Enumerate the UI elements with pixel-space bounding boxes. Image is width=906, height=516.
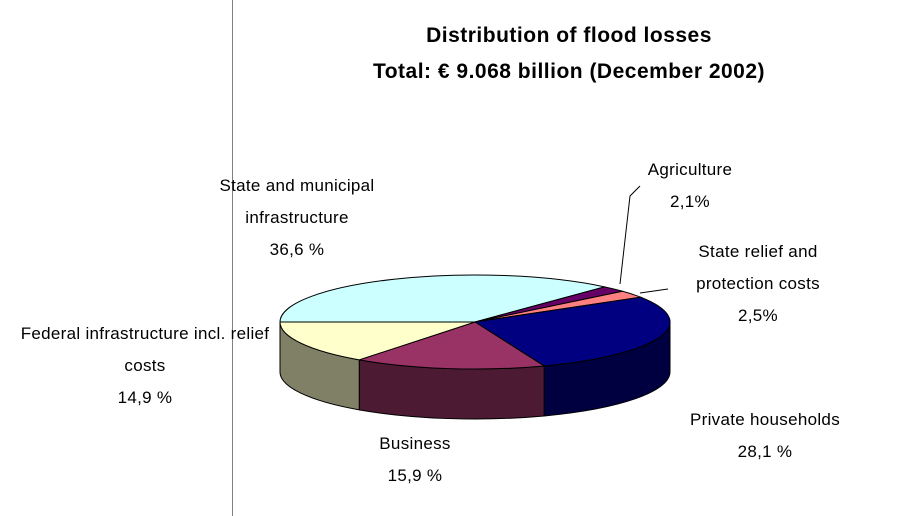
leader-line xyxy=(619,185,641,285)
value-label: 14,9 % xyxy=(117,388,173,407)
category-label: Private households xyxy=(690,410,840,429)
category-label: Business xyxy=(379,434,451,453)
chart-title: Distribution of flood losses xyxy=(426,24,712,47)
pie-slice xyxy=(279,321,476,361)
pie-slice xyxy=(473,296,671,367)
category-label: State relief and protection costs xyxy=(696,242,820,293)
leader-line xyxy=(639,288,669,294)
slice-label: State and municipal infrastructure 36,6 % xyxy=(177,170,417,266)
chart-subtitle: Total: € 9.068 billion (December 2002) xyxy=(372,60,766,83)
value-label: 28,1 % xyxy=(737,442,793,461)
category-label: State and municipal infrastructure xyxy=(219,176,375,227)
slice-label: State relief and protection costs 2,5% xyxy=(658,236,858,332)
value-label: 2,1% xyxy=(670,192,710,211)
slice-label: Private households 28,1 % xyxy=(645,404,885,468)
pie-slice xyxy=(279,274,605,323)
pie-slice xyxy=(359,321,546,370)
value-label: 36,6 % xyxy=(269,240,325,259)
value-label: 2,5% xyxy=(738,306,778,325)
category-label: Federal infrastructure incl. relief cost… xyxy=(20,324,270,375)
category-label: Agriculture xyxy=(647,160,733,179)
value-label: 15,9 % xyxy=(387,466,443,485)
pie xyxy=(279,274,671,420)
slice-label: Agriculture 2,1% xyxy=(625,154,755,218)
slice-label: Business 15,9 % xyxy=(325,428,505,492)
slice-label: Federal infrastructure incl. relief cost… xyxy=(10,318,280,414)
